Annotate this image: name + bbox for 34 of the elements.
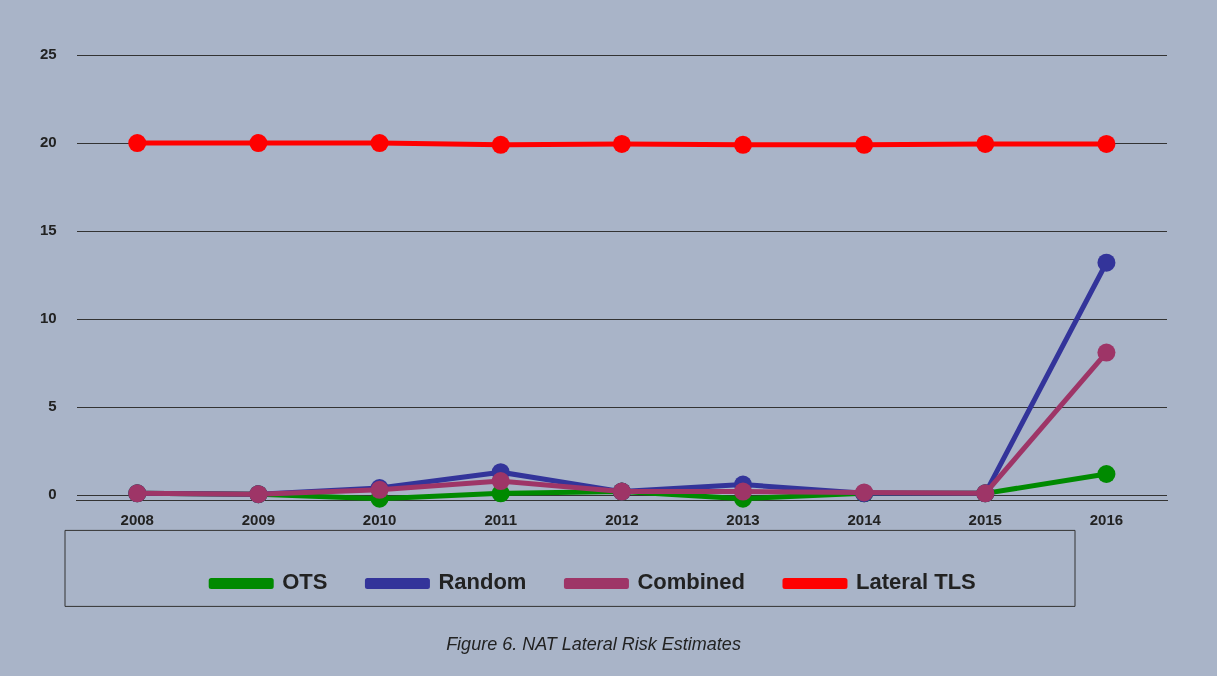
y-tick-label: 20: [40, 133, 57, 151]
y-tick-label: 15: [40, 221, 57, 239]
x-tick-label: 2011: [484, 510, 517, 528]
x-tick-label: 2009: [241, 510, 276, 528]
point: [1097, 464, 1116, 483]
point: [1097, 134, 1116, 153]
point: [733, 482, 752, 501]
x-tick-label: 2016: [1089, 510, 1124, 528]
x-tick-label: 2012: [605, 510, 639, 528]
x-tick-label: 2014: [847, 510, 882, 528]
point: [249, 134, 268, 153]
legend-label: OTS: [282, 569, 328, 595]
point: [491, 472, 510, 491]
legend-label: Random: [438, 569, 527, 595]
y-tick-label: 5: [48, 397, 57, 415]
legend-label: Lateral TLS: [855, 569, 976, 595]
legend-label: Combined: [637, 569, 745, 595]
point: [370, 134, 389, 153]
y-tick-label: 10: [40, 309, 57, 327]
point: [976, 134, 995, 153]
y-tick-label: 25: [40, 45, 57, 63]
point: [855, 135, 874, 154]
x-tick-label: 2010: [362, 510, 397, 528]
point: [612, 134, 631, 153]
point: [733, 135, 752, 154]
point: [128, 134, 147, 153]
x-tick-label: 2013: [726, 510, 760, 528]
point: [1097, 343, 1116, 362]
y-tick-label: 0: [48, 485, 57, 503]
text: Figure 6. NAT Lateral Risk Estimates: [446, 634, 741, 655]
point: [491, 135, 510, 154]
x-tick-label: 2015: [968, 510, 1002, 528]
point: [1097, 253, 1116, 272]
x-tick-label: 2008: [120, 510, 154, 528]
